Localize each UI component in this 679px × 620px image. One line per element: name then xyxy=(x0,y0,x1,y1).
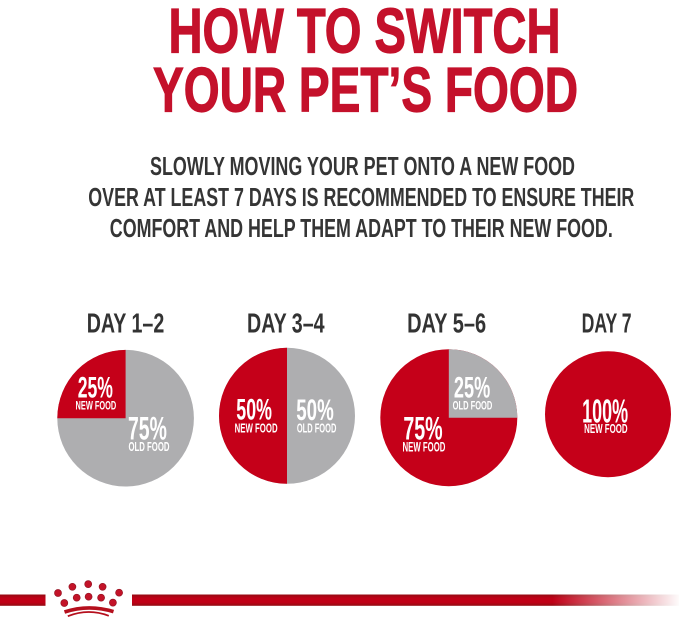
svg-text:DAY 3–4: DAY 3–4 xyxy=(247,307,325,338)
svg-text:NEW FOOD: NEW FOOD xyxy=(403,440,446,455)
svg-text:50%: 50% xyxy=(236,393,272,426)
svg-text:100%: 100% xyxy=(582,393,628,430)
svg-text:DAY 1–2: DAY 1–2 xyxy=(87,307,165,338)
svg-text:75%: 75% xyxy=(403,411,442,447)
svg-text:25%: 25% xyxy=(454,372,490,405)
svg-text:YOUR PET’S FOOD: YOUR PET’S FOOD xyxy=(153,55,578,125)
svg-text:OVER AT LEAST 7 DAYS IS RECOMM: OVER AT LEAST 7 DAYS IS RECOMMENDED TO E… xyxy=(88,182,634,212)
svg-text:NEW FOOD: NEW FOOD xyxy=(584,421,628,436)
svg-text:OLD FOOD: OLD FOOD xyxy=(297,421,337,436)
svg-text:75%: 75% xyxy=(128,411,167,447)
svg-text:OLD FOOD: OLD FOOD xyxy=(453,399,493,413)
svg-text:DAY 7: DAY 7 xyxy=(582,307,632,338)
svg-text:NEW FOOD: NEW FOOD xyxy=(76,399,117,413)
svg-text:25%: 25% xyxy=(78,372,113,405)
svg-text:HOW TO SWITCH: HOW TO SWITCH xyxy=(169,0,561,67)
svg-text:DAY 5–6: DAY 5–6 xyxy=(407,307,486,338)
svg-text:COMFORT AND HELP THEM ADAPT TO: COMFORT AND HELP THEM ADAPT TO THEIR NEW… xyxy=(110,213,613,243)
svg-text:NEW FOOD: NEW FOOD xyxy=(235,420,278,435)
svg-text:SLOWLY MOVING YOUR PET ONTO A: SLOWLY MOVING YOUR PET ONTO A NEW FOOD xyxy=(150,151,575,181)
svg-text:50%: 50% xyxy=(296,394,334,427)
svg-text:OLD FOOD: OLD FOOD xyxy=(128,439,169,454)
